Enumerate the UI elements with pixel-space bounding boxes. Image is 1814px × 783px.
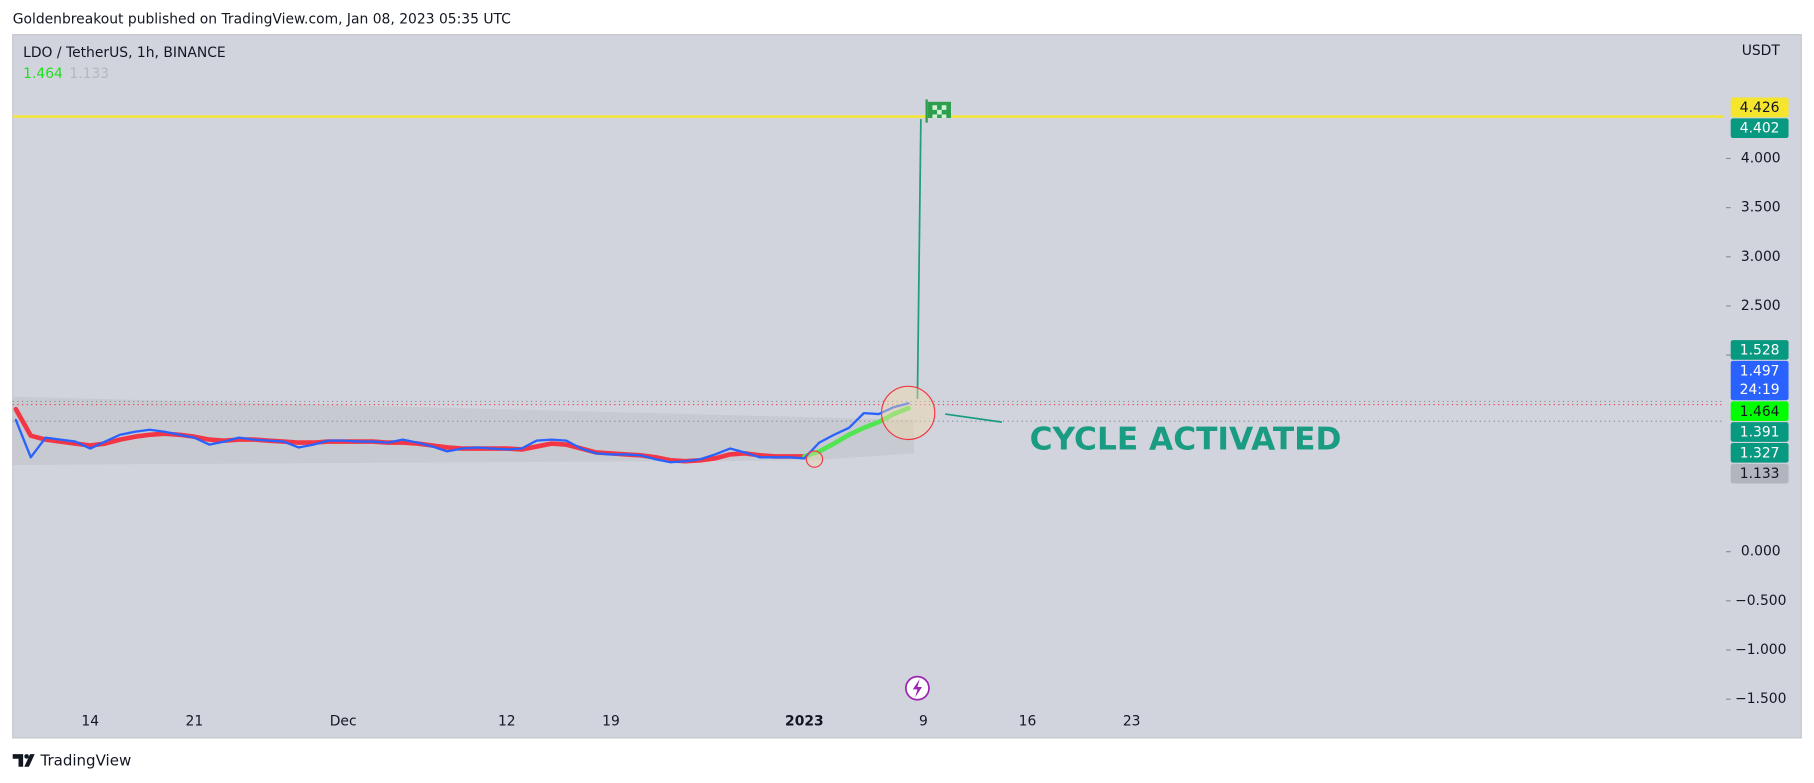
price-label-box [1730, 118, 1789, 139]
symbol-title: LDO / TetherUS, 1h, BINANCE [23, 45, 226, 61]
x-tick-label: 16 [1019, 714, 1037, 730]
series-line [14, 402, 910, 464]
price-label-box [1730, 422, 1789, 442]
x-tick-label: 12 [498, 714, 516, 730]
shaded-band [12, 396, 914, 465]
x-tick-label: 21 [186, 714, 204, 730]
y-tick-label: −1.000 [1735, 642, 1786, 658]
price-label-box [1730, 463, 1789, 484]
y-tick-label: 0.000 [1741, 544, 1781, 560]
price-label-box [1730, 360, 1789, 401]
y-tick-label: 2.500 [1741, 298, 1781, 314]
y-tick-label: 4.000 [1741, 150, 1781, 166]
price-label-box [1730, 443, 1789, 463]
x-tick-label: 9 [919, 714, 928, 730]
y-tick-label: 3.500 [1741, 200, 1781, 216]
target-line [916, 119, 922, 400]
y-tick-label: −0.500 [1735, 593, 1786, 609]
layers: 4.0003.5003.0002.5002.0000.000−0.500−1.0… [12, 97, 1789, 730]
y-tick-label: −1.500 [1735, 691, 1786, 707]
price-label: 1.464 [1740, 404, 1780, 420]
price-label: 1.391 [1740, 425, 1780, 441]
price-label-box [1730, 97, 1789, 118]
tradingview-logo [12, 754, 35, 767]
series-line [13, 406, 807, 464]
legend-value: 1.464 [23, 66, 63, 82]
publish-caption: Goldenbreakout published on TradingView.… [13, 12, 511, 28]
y-tick-label: 3.000 [1741, 249, 1781, 265]
x-tick-label: 2023 [785, 714, 824, 730]
series-line [802, 405, 911, 459]
flag [925, 99, 951, 123]
annotation: CYCLE ACTIVATED [1030, 422, 1342, 458]
highlight-circle [880, 385, 936, 441]
highlight-circle [805, 450, 824, 468]
price-label: 4.426 [1740, 100, 1780, 116]
lightning-icon [904, 675, 930, 701]
currency: USDT [1742, 43, 1781, 59]
x-tick-label: 23 [1123, 714, 1141, 730]
x-tick-label: 19 [602, 714, 620, 730]
x-tick-label: Dec [330, 714, 357, 730]
price-label: 4.402 [1740, 121, 1780, 137]
price-label: 1.497 [1740, 363, 1780, 379]
legend-value: 1.133 [69, 66, 109, 82]
annotation-pointer [945, 413, 1002, 424]
price-label-box [1730, 401, 1789, 422]
price-label-box [1730, 340, 1789, 360]
price-label: 1.133 [1740, 466, 1780, 482]
x-tick-label: 14 [81, 714, 99, 730]
footer-brand: TradingView [39, 752, 131, 770]
countdown: 24:19 [1740, 382, 1780, 398]
price-label: 1.327 [1740, 445, 1780, 461]
price-label: 1.528 [1740, 342, 1780, 358]
